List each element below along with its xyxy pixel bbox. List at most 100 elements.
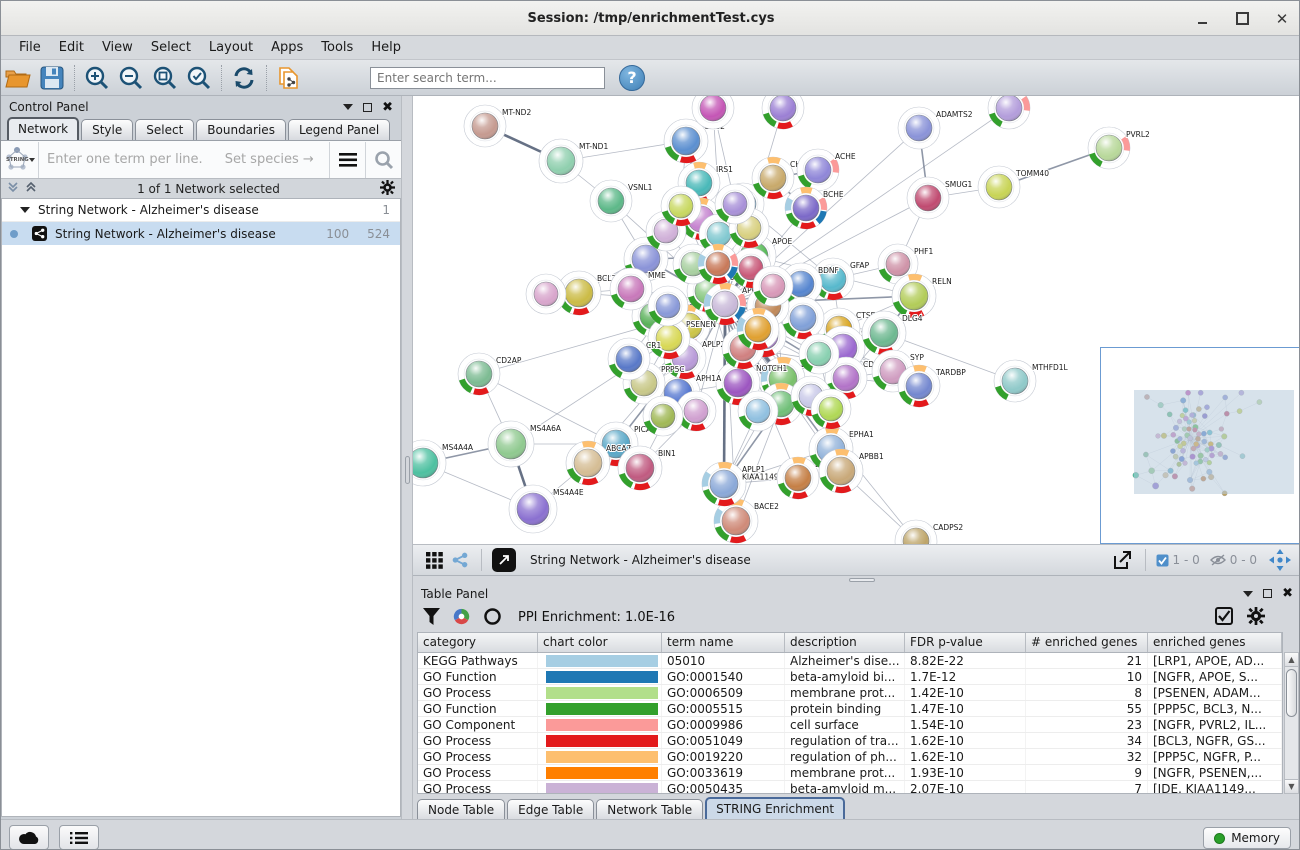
table-settings-gear-icon[interactable] [1247,607,1265,628]
column-header-chart-color[interactable]: chart color [538,633,662,652]
network-node-PVRL2[interactable]: PVRL2 [1087,126,1151,170]
network-node-ACHE[interactable]: ACHE [796,148,857,192]
table-panel-close-icon[interactable]: ✖ [1282,586,1293,601]
network-node-CD2AP[interactable]: CD2AP [457,352,523,396]
network-row[interactable]: String Network - Alzheimer's disease 100… [2,222,400,245]
column-header--enriched-genes[interactable]: # enriched genes [1026,633,1148,652]
network-node-PHF1[interactable]: PHF1 [877,243,934,285]
task-list-button[interactable] [59,825,99,849]
tab-boundaries[interactable]: Boundaries [196,119,286,140]
network-node-BCL3[interactable]: BCL3 [556,270,617,316]
reset-charts-icon[interactable] [483,607,502,629]
network-node-APP[interactable]: APP [703,282,758,326]
network-node-protein[interactable] [736,307,780,351]
minimize-button[interactable] [1193,10,1211,28]
column-header-enriched-genes[interactable]: enriched genes [1148,633,1282,652]
birds-eye-view[interactable] [1100,347,1299,544]
table-row[interactable]: KEGG Pathways 05010 Alzheimer's dise... 8.8… [418,653,1282,669]
tree-expand-icon[interactable] [20,207,30,213]
network-node-TARDBP[interactable]: TARDBP [897,364,967,408]
tab-string-enrichment[interactable]: STRING Enrichment [705,797,846,821]
menu-select[interactable]: Select [150,40,191,55]
table-row[interactable]: GO Function GO:0005515 protein binding 1.47… [418,701,1282,717]
network-node-MTHFD1L[interactable]: MTHFD1L [993,359,1070,403]
network-node-protein[interactable] [698,213,740,255]
table-row[interactable]: GO Component GO:0009986 cell surface 1.54E-… [418,717,1282,733]
network-node-MS4A6A[interactable]: MS4A6A [487,420,563,468]
set-species-hint[interactable]: Set species → [224,152,314,167]
column-header-description[interactable]: description [785,633,905,652]
column-header-FDR-p-value[interactable]: FDR p-value [905,633,1026,652]
menu-apps[interactable]: Apps [271,40,304,55]
tab-select[interactable]: Select [135,119,195,140]
maximize-button[interactable] [1233,10,1251,28]
panel-float-icon[interactable] [363,102,373,112]
network-canvas[interactable]: MT-ND2MT-ND1VSNL1GAB2ADAMTS2PVRL2TOMM40S… [413,96,1299,544]
table-panel-float-icon[interactable] [1263,589,1273,598]
save-session-icon[interactable] [35,63,69,93]
network-node-MT-ND2[interactable]: MT-ND2 [463,104,532,148]
memory-button[interactable]: Memory [1203,827,1291,849]
network-node-protein[interactable] [660,185,702,227]
collapse-all-icon[interactable] [7,181,19,196]
query-search-icon[interactable] [365,141,401,178]
network-node-protein[interactable] [642,395,684,437]
grid-view-icon[interactable] [421,548,447,572]
network-node-protein[interactable] [798,333,840,375]
help-icon[interactable]: ? [619,64,645,91]
network-node-RELN[interactable]: RELN [891,273,953,319]
overview-viewport-rect[interactable] [1134,390,1294,494]
table-row[interactable]: GO Process GO:0051049 regulation of tra...… [418,733,1282,749]
tab-network[interactable]: Network [7,117,80,140]
navigate-compass-icon[interactable] [1267,548,1293,572]
table-row[interactable]: GO Process GO:0019220 regulation of ph... 1… [418,749,1282,765]
scroll-down-icon[interactable]: ▼ [1285,779,1298,793]
table-row[interactable]: GO Process GO:0033619 membrane prot... 1.93… [418,765,1282,781]
network-options-gear-icon[interactable] [380,179,395,198]
cloud-button[interactable] [9,825,49,849]
menu-tools[interactable]: Tools [321,40,354,55]
network-node-APLP2[interactable]: APLP2 [663,336,726,380]
network-node-BACE2[interactable]: BACE2 [713,498,780,544]
menu-file[interactable]: File [19,40,41,55]
network-node-BCHE[interactable]: BCHE [784,186,845,230]
network-node-protein[interactable] [752,265,794,307]
tab-edge-table[interactable]: Edge Table [507,799,595,821]
network-node-MT-ND1[interactable]: MT-ND1 [538,138,609,184]
open-session-icon[interactable] [1,63,35,93]
network-node-protein[interactable] [691,96,735,130]
network-node-protein[interactable] [761,96,805,130]
network-node-APLP1[interactable]: APLP1 KIAA1149 [701,461,780,507]
tab-node-table[interactable]: Node Table [417,799,506,821]
network-node-MS4A4E[interactable]: MS4A4E [508,484,585,534]
chart-settings-icon[interactable] [452,607,471,629]
network-node-protein[interactable] [781,296,825,340]
network-node-protein[interactable] [714,183,756,225]
tab-legend-panel[interactable]: Legend Panel [287,119,391,140]
menu-layout[interactable]: Layout [208,40,254,55]
panel-close-icon[interactable]: ✖ [382,99,393,115]
network-node-CDK5[interactable]: CDK5 [824,356,885,400]
network-node-BIN1[interactable]: BIN1 [617,445,677,491]
refresh-icon[interactable] [227,63,261,93]
network-collection-row[interactable]: String Network - Alzheimer's disease 1 [2,199,400,222]
network-node-MME[interactable]: MME [609,267,667,311]
vertical-splitter[interactable] [401,96,413,819]
network-node-protein[interactable] [647,285,689,327]
horizontal-splitter[interactable] [413,576,1299,584]
table-row[interactable]: GO Function GO:0001540 beta-amyloid bi... 1… [418,669,1282,685]
network-node-protein[interactable] [697,243,739,285]
string-logo-icon[interactable]: STRING [1,141,39,178]
network-node-protein[interactable] [737,390,779,432]
table-panel-menu-icon[interactable] [1243,590,1254,597]
tab-style[interactable]: Style [81,119,134,140]
network-node-APBB1[interactable]: APBB1 [818,448,885,494]
network-node-SMUG1[interactable]: SMUG1 [906,176,974,220]
filter-icon[interactable] [423,607,440,628]
network-node-protein[interactable] [987,96,1031,130]
network-node-CR1[interactable]: CR1 [607,337,662,381]
table-scrollbar[interactable]: ▲ ▼ [1284,652,1299,794]
network-node-CADPS2[interactable]: CADPS2 [894,519,964,544]
menu-view[interactable]: View [101,40,133,55]
table-row[interactable]: GO Process GO:0050435 beta-amyloid m... 2.0… [418,781,1282,793]
